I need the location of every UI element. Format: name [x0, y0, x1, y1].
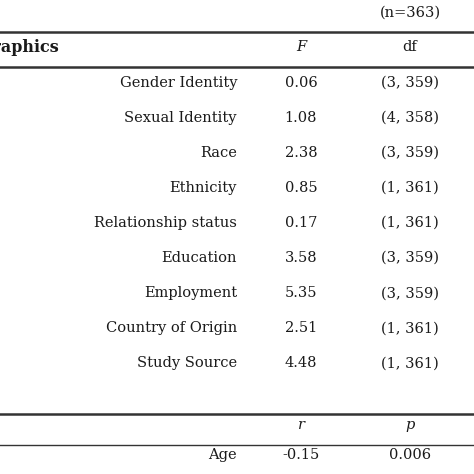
Text: F: F	[296, 40, 306, 55]
Text: (3, 359): (3, 359)	[381, 251, 439, 265]
Text: Gender Identity: Gender Identity	[119, 75, 237, 90]
Text: Race: Race	[200, 146, 237, 160]
Text: (3, 359): (3, 359)	[381, 286, 439, 300]
Text: (3, 359): (3, 359)	[381, 146, 439, 160]
Text: (1, 361): (1, 361)	[381, 181, 439, 195]
Text: (1, 361): (1, 361)	[381, 321, 439, 335]
Text: 0.006: 0.006	[389, 447, 431, 462]
Text: Age: Age	[209, 447, 237, 462]
Text: Ethnicity: Ethnicity	[170, 181, 237, 195]
Text: 1.08: 1.08	[285, 110, 317, 125]
Text: (n=363): (n=363)	[380, 5, 440, 19]
Text: p: p	[405, 418, 415, 432]
Text: 4.48: 4.48	[285, 356, 317, 370]
Text: -0.15: -0.15	[283, 447, 319, 462]
Text: r: r	[298, 418, 304, 432]
Text: 0.85: 0.85	[285, 181, 317, 195]
Text: 2.38: 2.38	[285, 146, 317, 160]
Text: (3, 359): (3, 359)	[381, 75, 439, 90]
Text: Sexual Identity: Sexual Identity	[125, 110, 237, 125]
Text: Study Source: Study Source	[137, 356, 237, 370]
Text: 2.51: 2.51	[285, 321, 317, 335]
Text: (4, 358): (4, 358)	[381, 110, 439, 125]
Text: 5.35: 5.35	[285, 286, 317, 300]
Text: 0.06: 0.06	[284, 75, 318, 90]
Text: 3.58: 3.58	[285, 251, 317, 265]
Text: egraphics: egraphics	[0, 39, 59, 56]
Text: (1, 361): (1, 361)	[381, 356, 439, 370]
Text: 0.17: 0.17	[285, 216, 317, 230]
Text: Employment: Employment	[144, 286, 237, 300]
Text: Education: Education	[162, 251, 237, 265]
Text: df: df	[402, 40, 418, 55]
Text: Relationship status: Relationship status	[94, 216, 237, 230]
Text: Country of Origin: Country of Origin	[106, 321, 237, 335]
Text: (1, 361): (1, 361)	[381, 216, 439, 230]
